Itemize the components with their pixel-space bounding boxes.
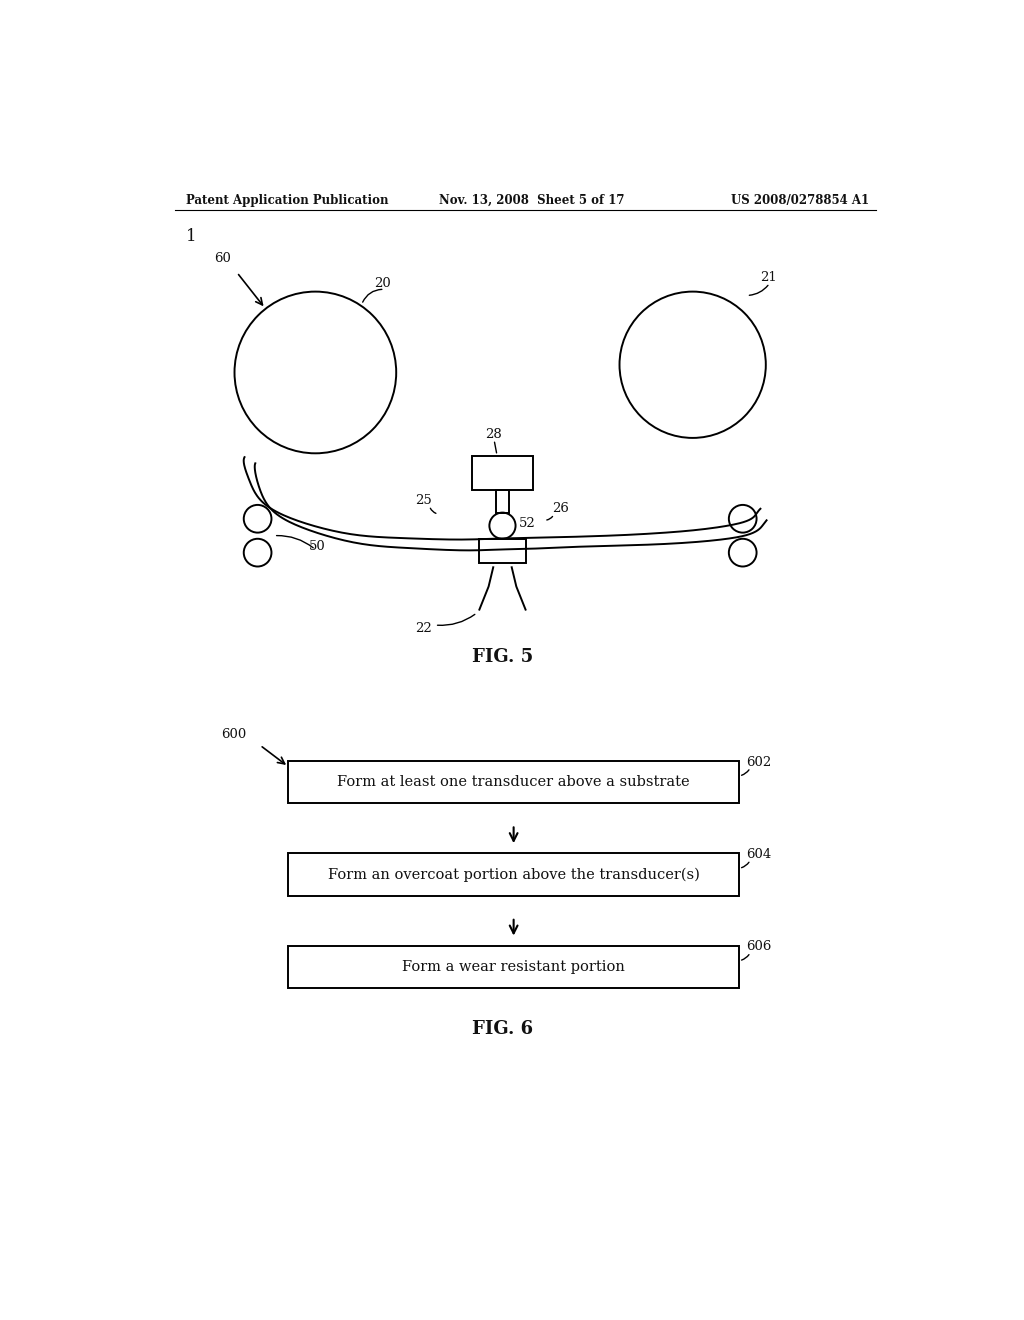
- Text: Form at least one transducer above a substrate: Form at least one transducer above a sub…: [337, 775, 690, 789]
- Text: 22: 22: [416, 622, 432, 635]
- Text: FIG. 5: FIG. 5: [472, 648, 534, 667]
- Text: Patent Application Publication: Patent Application Publication: [186, 194, 388, 207]
- Text: 600: 600: [221, 727, 247, 741]
- Text: 21: 21: [761, 271, 777, 284]
- Text: US 2008/0278854 A1: US 2008/0278854 A1: [731, 194, 869, 207]
- Text: 26: 26: [553, 502, 569, 515]
- Text: 25: 25: [416, 494, 432, 507]
- Text: Form a wear resistant portion: Form a wear resistant portion: [402, 960, 625, 974]
- Bar: [496, 490, 509, 512]
- Text: 606: 606: [746, 940, 772, 953]
- Text: 20: 20: [374, 277, 390, 290]
- Text: 604: 604: [746, 847, 772, 861]
- Bar: [289, 945, 739, 989]
- Text: 602: 602: [746, 755, 772, 768]
- Bar: [479, 539, 525, 564]
- Text: 1: 1: [186, 228, 197, 246]
- Text: 28: 28: [484, 428, 502, 441]
- Text: 52: 52: [518, 517, 536, 529]
- Bar: [289, 760, 739, 804]
- Bar: [289, 853, 739, 896]
- Bar: [472, 455, 532, 490]
- Text: 60: 60: [214, 252, 230, 265]
- Text: Nov. 13, 2008  Sheet 5 of 17: Nov. 13, 2008 Sheet 5 of 17: [438, 194, 624, 207]
- Text: Form an overcoat portion above the transducer(s): Form an overcoat portion above the trans…: [328, 867, 699, 882]
- Text: FIG. 6: FIG. 6: [472, 1019, 534, 1038]
- Text: 50: 50: [309, 540, 326, 553]
